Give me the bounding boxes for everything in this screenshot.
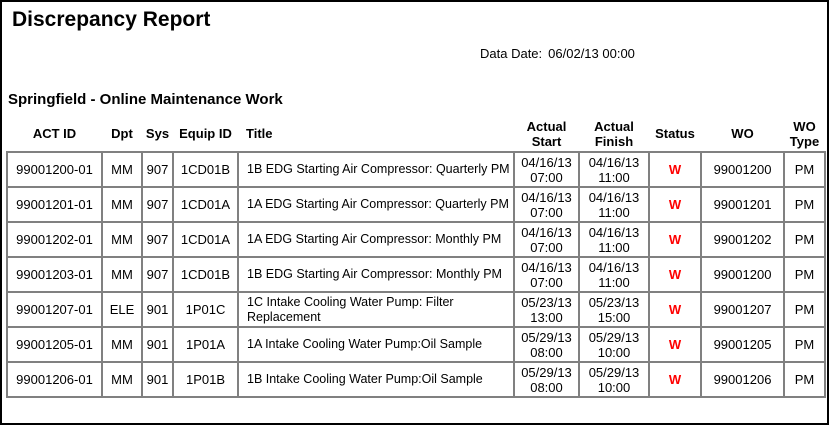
cell-wo-type: PM [783,291,826,328]
cell-title: 1B Intake Cooling Water Pump:Oil Sample [237,361,515,398]
cell-wo-type: PM [783,361,826,398]
table-row: 99001206-01 MM 901 1P01B 1B Intake Cooling W… [6,361,826,398]
cell-equip-id: 1CD01A [172,186,239,223]
cell-actual-start: 04/16/13 07:00 [513,186,580,223]
column-header-equip-id: Equip ID [173,116,238,152]
cell-wo: 99001201 [700,186,785,223]
cell-equip-id: 1P01A [172,326,239,363]
cell-dpt: MM [101,361,143,398]
cell-status: W [648,291,702,328]
cell-dpt: MM [101,326,143,363]
cell-title: 1A EDG Starting Air Compressor: Monthly … [237,221,515,258]
maintenance-work-table: ACT ID Dpt Sys Equip ID Title Actual Sta… [6,116,826,398]
cell-dpt: MM [101,256,143,293]
column-header-dpt: Dpt [102,116,142,152]
cell-status: W [648,151,702,188]
data-date: Data Date: 06/02/13 00:00 [480,46,827,61]
cell-act-id: 99001201-01 [6,186,103,223]
cell-sys: 907 [141,221,174,258]
cell-wo: 99001205 [700,326,785,363]
table-header: ACT ID Dpt Sys Equip ID Title Actual Sta… [7,116,825,152]
table-row: 99001207-01 ELE 901 1P01C 1C Intake Cooling … [6,291,826,328]
column-header-status: Status [649,116,701,152]
cell-sys: 901 [141,326,174,363]
column-header-actual-start: Actual Start [514,116,579,152]
cell-actual-start: 05/29/13 08:00 [513,361,580,398]
cell-act-id: 99001202-01 [6,221,103,258]
cell-actual-finish: 05/23/13 15:00 [578,291,650,328]
cell-wo: 99001206 [700,361,785,398]
cell-actual-finish: 05/29/13 10:00 [578,326,650,363]
cell-title: 1C Intake Cooling Water Pump: Filter Rep… [237,291,515,328]
cell-equip-id: 1P01B [172,361,239,398]
cell-title: 1B EDG Starting Air Compressor: Monthly … [237,256,515,293]
cell-sys: 901 [141,291,174,328]
cell-status: W [648,221,702,258]
cell-actual-start: 05/29/13 08:00 [513,326,580,363]
cell-act-id: 99001206-01 [6,361,103,398]
cell-act-id: 99001207-01 [6,291,103,328]
column-header-wo: WO [701,116,784,152]
column-header-sys: Sys [142,116,173,152]
cell-dpt: MM [101,221,143,258]
cell-wo: 99001202 [700,221,785,258]
cell-status: W [648,186,702,223]
cell-actual-start: 04/16/13 07:00 [513,151,580,188]
cell-wo: 99001200 [700,256,785,293]
cell-status: W [648,256,702,293]
data-date-label: Data Date: [480,46,543,61]
cell-status: W [648,361,702,398]
column-header-actual-finish: Actual Finish [579,116,649,152]
cell-wo: 99001200 [700,151,785,188]
cell-act-id: 99001203-01 [6,256,103,293]
cell-wo: 99001207 [700,291,785,328]
cell-title: 1A EDG Starting Air Compressor: Quarterl… [237,186,515,223]
cell-act-id: 99001205-01 [6,326,103,363]
table-header-row: ACT ID Dpt Sys Equip ID Title Actual Sta… [7,116,825,152]
cell-wo-type: PM [783,256,826,293]
cell-dpt: ELE [101,291,143,328]
cell-sys: 907 [141,151,174,188]
cell-equip-id: 1CD01B [172,151,239,188]
cell-actual-start: 05/23/13 13:00 [513,291,580,328]
cell-equip-id: 1CD01A [172,221,239,258]
column-header-wo-type: WO Type [784,116,825,152]
column-header-act-id: ACT ID [7,116,102,152]
cell-dpt: MM [101,186,143,223]
page-title: Discrepancy Report [12,8,211,31]
table-row: 99001203-01 MM 907 1CD01B 1B EDG Starting Ai… [6,256,826,293]
cell-equip-id: 1CD01B [172,256,239,293]
cell-actual-finish: 04/16/13 11:00 [578,186,650,223]
cell-equip-id: 1P01C [172,291,239,328]
cell-actual-start: 04/16/13 07:00 [513,256,580,293]
cell-act-id: 99001200-01 [6,151,103,188]
table-row: 99001200-01 MM 907 1CD01B 1B EDG Starting Ai… [6,151,826,188]
cell-title: 1A Intake Cooling Water Pump:Oil Sample [237,326,515,363]
cell-sys: 901 [141,361,174,398]
cell-status: W [648,326,702,363]
cell-sys: 907 [141,256,174,293]
cell-actual-finish: 04/16/13 11:00 [578,151,650,188]
cell-actual-finish: 04/16/13 11:00 [578,256,650,293]
cell-wo-type: PM [783,151,826,188]
table-row: 99001201-01 MM 907 1CD01A 1A EDG Starting Ai… [6,186,826,223]
cell-wo-type: PM [783,326,826,363]
cell-wo-type: PM [783,221,826,258]
report-subtitle: Springfield - Online Maintenance Work [8,91,283,108]
cell-wo-type: PM [783,186,826,223]
cell-sys: 907 [141,186,174,223]
column-header-title: Title [238,116,514,152]
cell-actual-start: 04/16/13 07:00 [513,221,580,258]
report-table-body: 99001200-01 MM 907 1CD01B 1B EDG Starting Ai… [6,151,826,398]
table-row: 99001205-01 MM 901 1P01A 1A Intake Cooling W… [6,326,826,363]
cell-actual-finish: 05/29/13 10:00 [578,361,650,398]
cell-actual-finish: 04/16/13 11:00 [578,221,650,258]
cell-title: 1B EDG Starting Air Compressor: Quarterl… [237,151,515,188]
table-row: 99001202-01 MM 907 1CD01A 1A EDG Starting Ai… [6,221,826,258]
cell-dpt: MM [101,151,143,188]
data-date-value: 06/02/13 00:00 [548,46,635,61]
